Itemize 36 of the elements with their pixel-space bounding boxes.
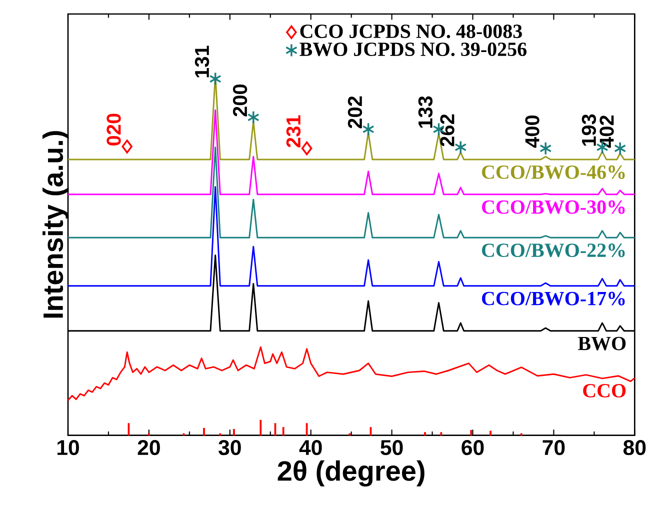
y-axis-title: Intensity (a.u.): [42, 131, 69, 318]
annotation: 402: [600, 116, 614, 148]
legend-label: CCO JCPDS NO. 48-0083: [300, 24, 522, 38]
x-tick-label: 80: [623, 440, 646, 456]
point: [247, 110, 260, 124]
annotation: 202: [348, 96, 362, 128]
x-tick-label: 70: [542, 440, 565, 456]
annotation: 131: [194, 46, 210, 78]
annotation: 133: [418, 96, 433, 128]
annotation: 200: [232, 84, 248, 117]
x-tick-label: 40: [299, 440, 322, 456]
point: [362, 122, 374, 136]
point: [614, 142, 626, 156]
x-tick-label: 30: [218, 440, 241, 456]
point: [540, 142, 552, 156]
point: [301, 142, 312, 156]
x-axis-title: 2θ (degree): [278, 460, 424, 487]
series-label: CCO: [583, 384, 626, 398]
annotation: 020: [106, 114, 121, 146]
point: [454, 140, 467, 154]
series-label: CCO/BWO-17%: [482, 292, 625, 306]
annotation: 193: [582, 114, 596, 146]
point: [122, 140, 132, 154]
x-tick-label: 20: [138, 440, 160, 456]
x-tick-label: 50: [380, 440, 403, 456]
annotation: 262: [440, 114, 454, 146]
series-label: CCO/BWO-30%: [482, 200, 625, 214]
x-tick-label: 10: [57, 440, 79, 456]
series-label: BWO: [578, 336, 626, 351]
annotation: 231: [286, 115, 301, 148]
annotation: 400: [525, 116, 540, 148]
legend-label: BWO JCPDS NO. 39-0256: [300, 42, 526, 56]
point: [209, 72, 222, 86]
x-tick-label: 60: [462, 440, 484, 456]
series-label: CCO/BWO-46%: [482, 166, 625, 180]
series-label: CCO/BWO-22%: [482, 244, 625, 258]
